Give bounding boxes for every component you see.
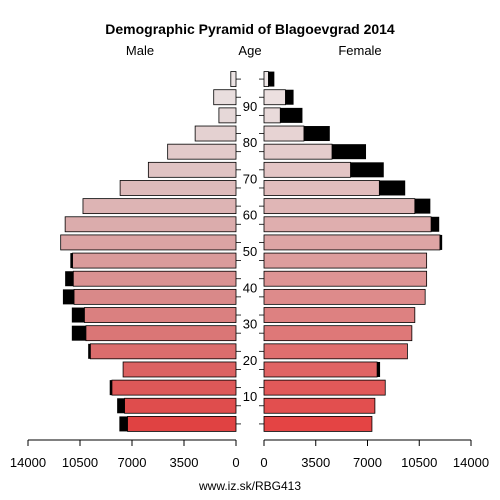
age-tick-label: 40 <box>243 280 257 295</box>
male-bar <box>127 416 237 432</box>
male-bar <box>213 89 237 106</box>
age-tick-label: 30 <box>243 317 257 332</box>
female-bar <box>263 379 386 396</box>
female-excess-bar <box>268 71 275 87</box>
male-bar <box>230 71 237 87</box>
male-excess-bar <box>65 271 74 287</box>
age-tick-label: 60 <box>243 208 257 223</box>
x-tick-label: 0 <box>232 455 239 470</box>
female-bar <box>263 143 333 160</box>
male-excess-bar <box>109 380 112 396</box>
female-excess-bar <box>379 180 406 196</box>
male-bar <box>60 234 237 251</box>
male-bar <box>90 343 237 360</box>
male-bar <box>119 180 237 196</box>
x-tick-label: 7000 <box>118 455 147 470</box>
male-bar <box>84 307 237 323</box>
age-tick-label: 80 <box>243 135 257 150</box>
male-bar <box>124 397 237 414</box>
male-bar <box>73 288 237 305</box>
female-excess-bar <box>439 234 443 250</box>
female-bar <box>263 107 281 124</box>
axes-layer: 14000 10500 7000 3500 0 0 3500 7000 10500 14000 10… <box>10 78 489 470</box>
female-excess-bar <box>303 126 330 142</box>
x-tick-label: 14000 <box>10 455 46 470</box>
x-tick-label: 0 <box>260 455 267 470</box>
x-tick-label: 14000 <box>453 455 489 470</box>
x-tick-label: 3500 <box>301 455 330 470</box>
x-tick-label: 10500 <box>401 455 437 470</box>
female-bar <box>263 343 408 360</box>
female-header: Female <box>338 43 381 58</box>
male-bar <box>85 325 237 342</box>
female-bar <box>263 71 269 87</box>
x-tick-label: 7000 <box>353 455 382 470</box>
female-bar <box>263 307 416 323</box>
male-excess-bar <box>70 253 73 269</box>
female-bar <box>263 89 286 106</box>
male-bar <box>72 252 237 269</box>
bars-layer <box>60 71 443 432</box>
male-header: Male <box>126 43 154 58</box>
x-tick-label: 3500 <box>170 455 199 470</box>
source-label: www.iz.sk/RBG413 <box>198 479 301 493</box>
age-tick-label: 90 <box>243 99 257 114</box>
male-excess-bar <box>88 343 91 359</box>
female-bar <box>263 416 373 432</box>
female-excess-bar <box>332 144 367 160</box>
female-bar <box>263 361 378 378</box>
male-bar <box>194 125 237 142</box>
female-bar <box>263 216 432 233</box>
x-tick-label: 10500 <box>62 455 98 470</box>
female-excess-bar <box>350 162 384 178</box>
female-excess-bar <box>431 216 440 232</box>
female-bar <box>263 198 416 215</box>
male-excess-bar <box>62 289 75 305</box>
male-excess-bar <box>71 325 86 341</box>
male-excess-bar <box>119 416 128 432</box>
female-bar <box>263 325 413 342</box>
age-tick-label: 50 <box>243 244 257 259</box>
female-excess-bar <box>285 89 294 105</box>
male-excess-bar <box>71 307 85 323</box>
female-bar <box>263 180 380 196</box>
male-excess-bar <box>117 398 125 414</box>
female-bar <box>263 270 428 287</box>
male-bar <box>64 216 237 233</box>
male-bar <box>147 161 237 178</box>
age-tick-label: 10 <box>243 389 257 404</box>
age-tick-label: 20 <box>243 353 257 368</box>
female-bar <box>263 288 426 305</box>
female-excess-bar <box>280 107 303 123</box>
male-bar <box>122 361 237 378</box>
female-excess-bar <box>414 198 431 214</box>
female-bar <box>263 161 351 178</box>
age-tick-label: 70 <box>243 171 257 186</box>
male-bar <box>167 143 237 160</box>
female-bar <box>263 397 376 414</box>
male-bar <box>218 107 237 124</box>
female-bar <box>263 252 428 269</box>
chart-title: Demographic Pyramid of Blagoevgrad 2014 <box>105 21 395 37</box>
female-bar <box>263 125 305 142</box>
age-header: Age <box>238 43 261 58</box>
male-bar <box>82 198 237 215</box>
male-bar <box>111 379 237 396</box>
female-bar <box>263 234 441 251</box>
female-excess-bar <box>377 361 381 377</box>
male-bar <box>72 270 237 287</box>
